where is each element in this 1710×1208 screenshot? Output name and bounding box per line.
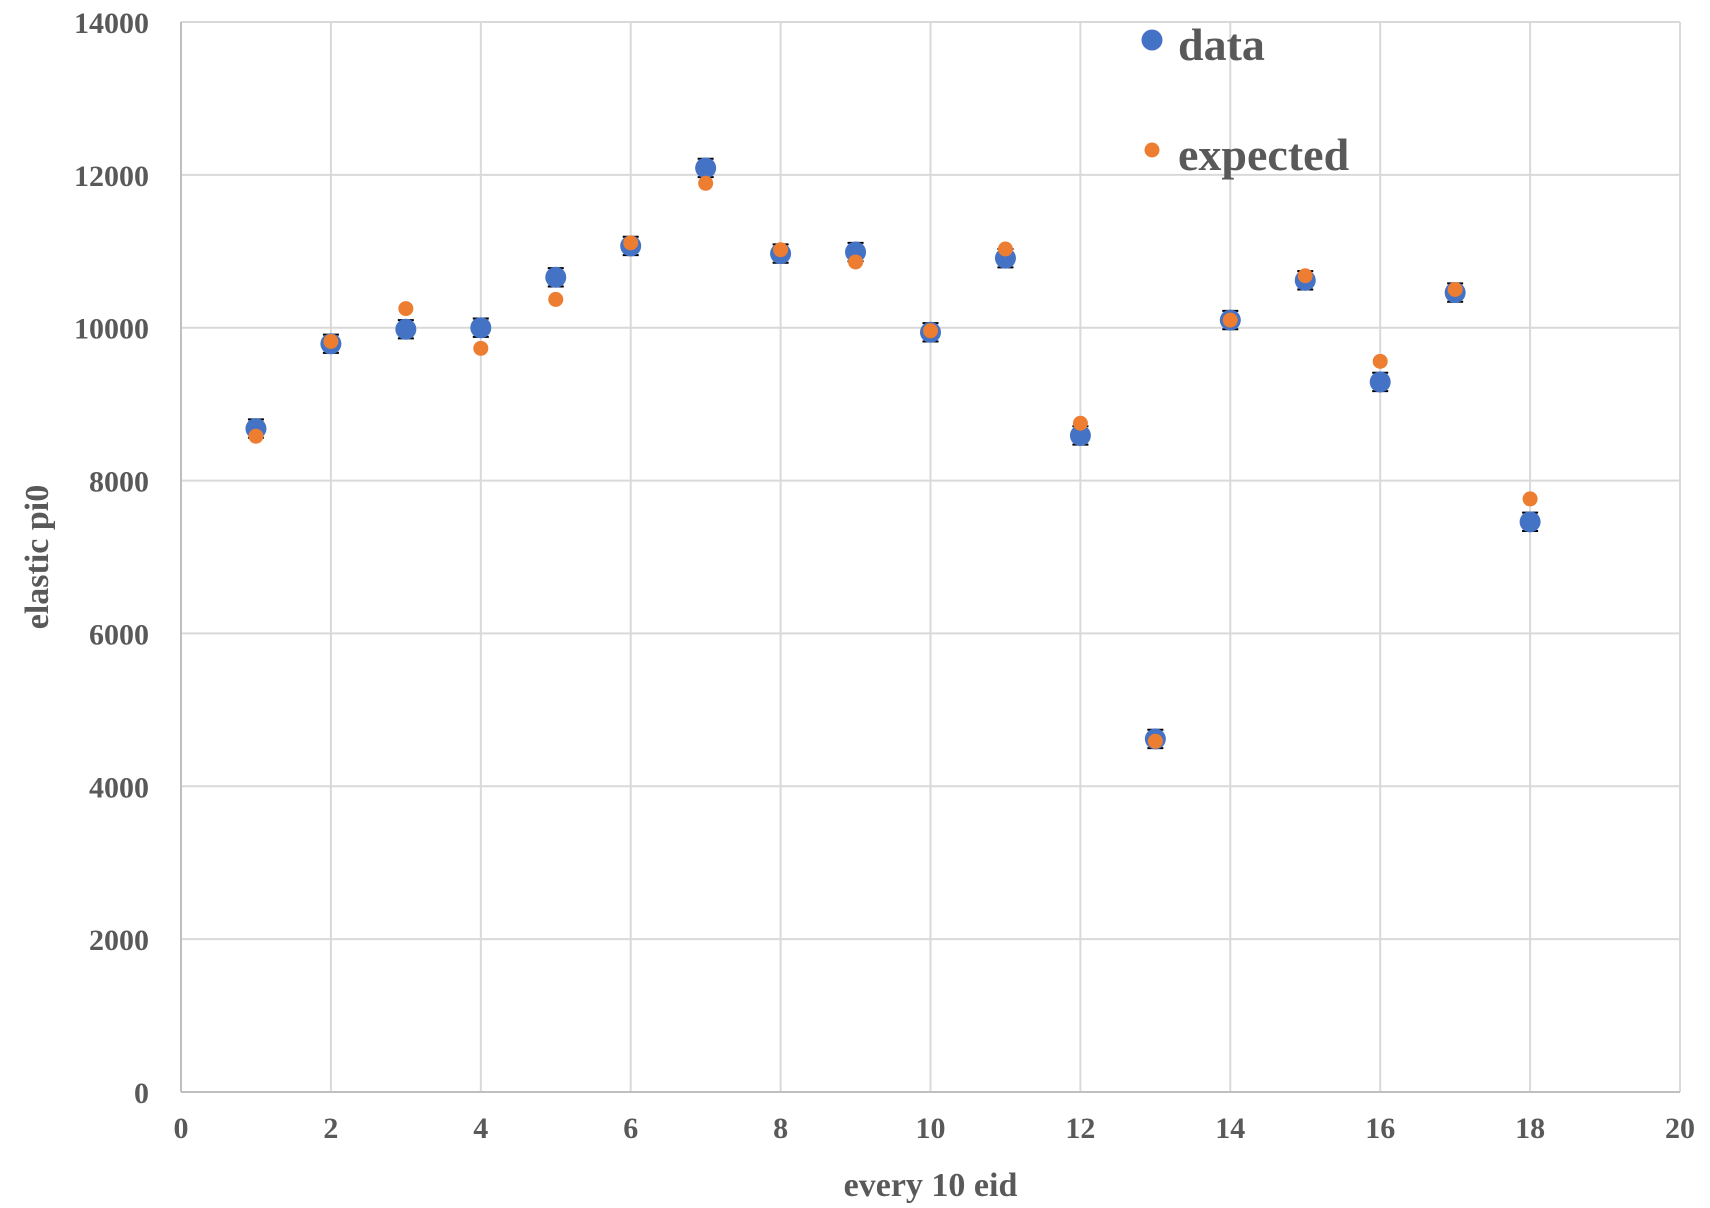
point-expected xyxy=(1072,415,1088,431)
plot-area xyxy=(245,157,1541,750)
point-expected xyxy=(773,242,789,258)
point-expected xyxy=(1297,268,1313,284)
point-data xyxy=(1519,511,1541,533)
point-expected xyxy=(1222,312,1238,328)
x-tick-label: 14 xyxy=(1215,1112,1245,1145)
point-expected xyxy=(323,333,339,349)
point-expected xyxy=(548,291,564,307)
x-tick-label: 18 xyxy=(1515,1112,1545,1145)
tick-labels: 0 2000 4000 6000 8000 10000 12000 14000 0 2 4 6 8 10 1… xyxy=(74,7,1695,1145)
axes xyxy=(180,22,1680,1093)
x-tick-label: 20 xyxy=(1665,1112,1695,1145)
point-expected xyxy=(1147,733,1163,749)
x-tick-label: 10 xyxy=(916,1112,946,1145)
legend-label-data: data xyxy=(1178,19,1265,70)
point-expected xyxy=(473,340,489,356)
y-tick-label: 2000 xyxy=(89,924,149,957)
grid-lines xyxy=(181,21,1681,1092)
x-tick-label: 6 xyxy=(623,1112,638,1145)
point-expected xyxy=(923,323,938,339)
point-data xyxy=(1069,424,1091,446)
x-tick-label: 12 xyxy=(1065,1112,1095,1145)
legend-marker-expected xyxy=(1144,142,1160,158)
x-tick-label: 16 xyxy=(1365,1112,1395,1145)
point-data xyxy=(1369,371,1391,393)
x-tick-label: 0 xyxy=(174,1112,189,1145)
point-data xyxy=(395,318,417,340)
y-tick-label: 6000 xyxy=(89,618,149,651)
y-tick-label: 10000 xyxy=(74,313,149,346)
point-expected xyxy=(623,235,639,251)
legend: data expected xyxy=(1141,19,1350,180)
x-tick-label: 4 xyxy=(473,1112,488,1145)
point-expected xyxy=(1447,282,1463,297)
point-expected xyxy=(1372,353,1388,369)
y-tick-label: 12000 xyxy=(74,160,149,193)
x-tick-label: 2 xyxy=(323,1112,338,1145)
y-tick-label: 4000 xyxy=(89,771,149,804)
x-axis-title: every 10 eid xyxy=(844,1167,1018,1204)
point-expected xyxy=(997,241,1013,257)
y-tick-label: 0 xyxy=(134,1077,149,1110)
point-expected xyxy=(1522,491,1538,507)
point-expected xyxy=(398,301,414,317)
point-data xyxy=(695,157,717,179)
y-tick-label: 8000 xyxy=(89,466,149,499)
point-data xyxy=(545,266,567,288)
y-axis-title: elastic pi0 xyxy=(19,485,56,629)
y-tick-label: 14000 xyxy=(74,7,149,40)
point-expected xyxy=(698,175,714,191)
point-expected xyxy=(848,254,864,270)
legend-marker-data xyxy=(1141,29,1163,51)
legend-label-expected: expected xyxy=(1178,129,1350,180)
x-tick-label: 8 xyxy=(773,1112,788,1145)
point-data xyxy=(470,317,492,339)
point-expected xyxy=(248,428,264,444)
